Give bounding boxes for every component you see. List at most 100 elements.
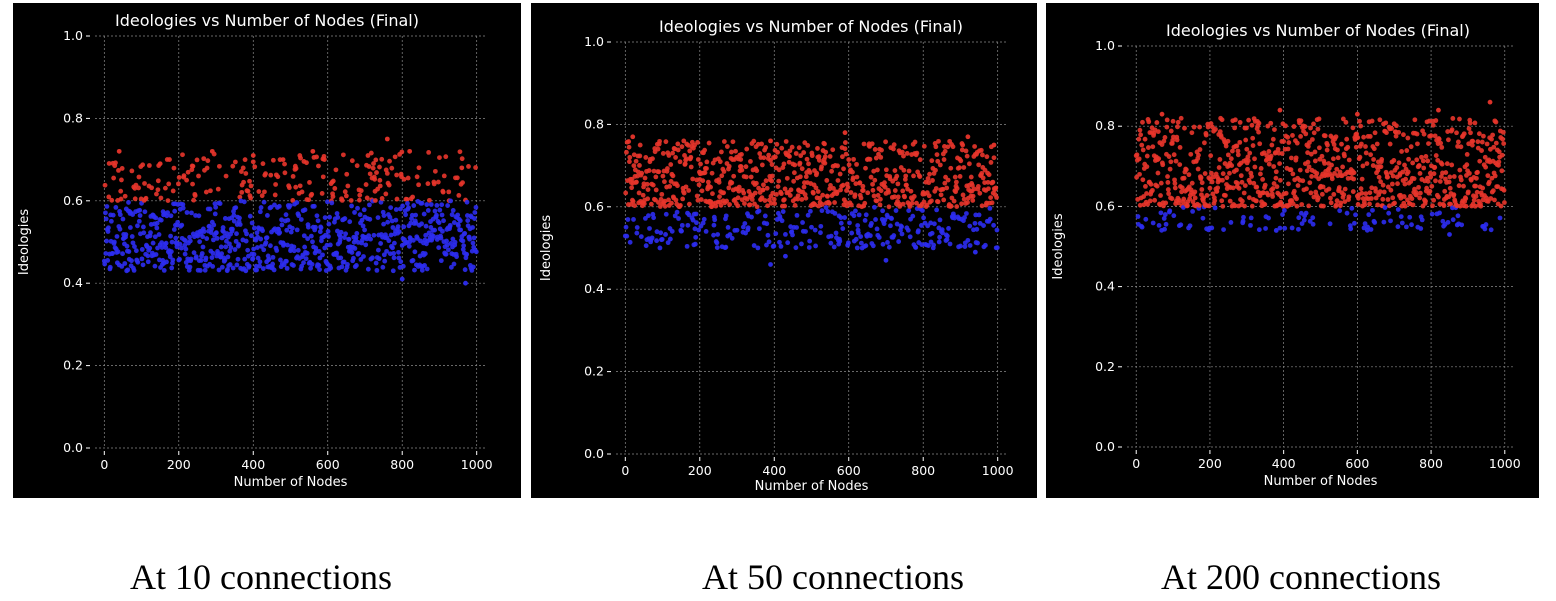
data-point <box>961 165 967 170</box>
data-point <box>796 145 802 151</box>
data-point <box>723 213 729 219</box>
data-point <box>735 195 741 201</box>
data-point <box>154 220 160 226</box>
data-point <box>637 163 642 168</box>
data-point <box>729 180 735 186</box>
data-point <box>752 190 758 196</box>
data-point <box>401 176 407 182</box>
data-point <box>439 212 445 218</box>
data-point <box>862 200 868 206</box>
data-point <box>1493 119 1499 125</box>
data-point <box>233 205 239 210</box>
data-point <box>249 233 254 239</box>
data-point <box>936 239 942 245</box>
data-point <box>1364 161 1370 167</box>
data-point <box>648 201 654 207</box>
data-point <box>873 217 878 222</box>
data-point <box>845 184 851 190</box>
data-point <box>792 162 798 168</box>
data-point <box>250 159 256 165</box>
data-point <box>1266 161 1272 167</box>
data-point <box>853 236 859 242</box>
data-point <box>157 161 163 167</box>
data-point <box>140 262 146 268</box>
data-point <box>373 157 379 163</box>
data-point <box>1268 120 1274 126</box>
data-point <box>1181 175 1187 181</box>
data-point <box>472 210 478 215</box>
data-point <box>444 242 450 248</box>
data-point <box>431 181 437 187</box>
data-point <box>787 193 793 198</box>
data-point <box>294 200 300 205</box>
data-point <box>340 152 346 158</box>
data-point <box>748 174 754 180</box>
data-point <box>1289 225 1295 231</box>
data-point <box>714 245 720 250</box>
data-point <box>1182 125 1187 131</box>
data-point <box>1216 165 1222 170</box>
data-point <box>862 218 868 223</box>
data-point <box>878 188 884 194</box>
data-point <box>349 250 355 255</box>
data-point <box>310 239 315 245</box>
data-point <box>1190 199 1196 205</box>
data-point <box>877 196 883 202</box>
data-point <box>299 189 305 195</box>
data-point <box>645 187 651 193</box>
data-point <box>1283 190 1289 196</box>
data-point <box>807 169 813 175</box>
data-point <box>135 259 141 265</box>
x-tick-label: 400 <box>241 457 265 472</box>
data-point <box>1140 177 1146 183</box>
data-point <box>1451 192 1457 198</box>
data-point <box>308 233 314 239</box>
data-point <box>927 171 932 177</box>
data-point <box>423 232 429 238</box>
y-tick-label: 0.0 <box>63 440 83 455</box>
data-point <box>913 245 919 250</box>
data-point <box>627 159 632 165</box>
data-point <box>145 253 151 259</box>
data-point <box>309 191 315 197</box>
data-point <box>1464 152 1470 157</box>
data-point <box>1385 174 1390 180</box>
data-point <box>1235 148 1241 154</box>
data-point <box>105 258 111 263</box>
data-point <box>1394 123 1399 129</box>
data-point <box>1493 140 1499 146</box>
data-point <box>271 267 277 273</box>
data-point <box>779 145 785 151</box>
data-point <box>1305 150 1310 156</box>
data-point <box>669 200 674 206</box>
data-point <box>1388 218 1393 224</box>
data-point <box>176 175 182 180</box>
data-point <box>749 214 754 220</box>
data-point <box>150 240 156 246</box>
data-point <box>432 227 438 233</box>
data-point <box>245 188 251 194</box>
data-point <box>258 236 264 242</box>
data-point <box>103 216 109 222</box>
data-point <box>290 198 296 203</box>
data-point <box>377 183 383 189</box>
data-point <box>684 243 690 249</box>
data-point <box>1501 141 1507 147</box>
data-point <box>108 218 114 224</box>
data-point <box>774 192 779 197</box>
data-point <box>1189 180 1195 186</box>
data-point <box>464 251 470 257</box>
data-point <box>254 230 260 236</box>
data-point <box>693 234 699 240</box>
data-point <box>327 214 332 220</box>
data-point <box>194 157 200 163</box>
data-point <box>189 210 194 216</box>
data-point <box>163 240 169 246</box>
data-point <box>668 162 674 167</box>
data-point <box>623 224 629 230</box>
data-point <box>851 156 856 162</box>
data-point <box>731 173 737 179</box>
data-point <box>443 251 449 257</box>
data-point <box>294 227 300 233</box>
data-point <box>768 138 773 144</box>
